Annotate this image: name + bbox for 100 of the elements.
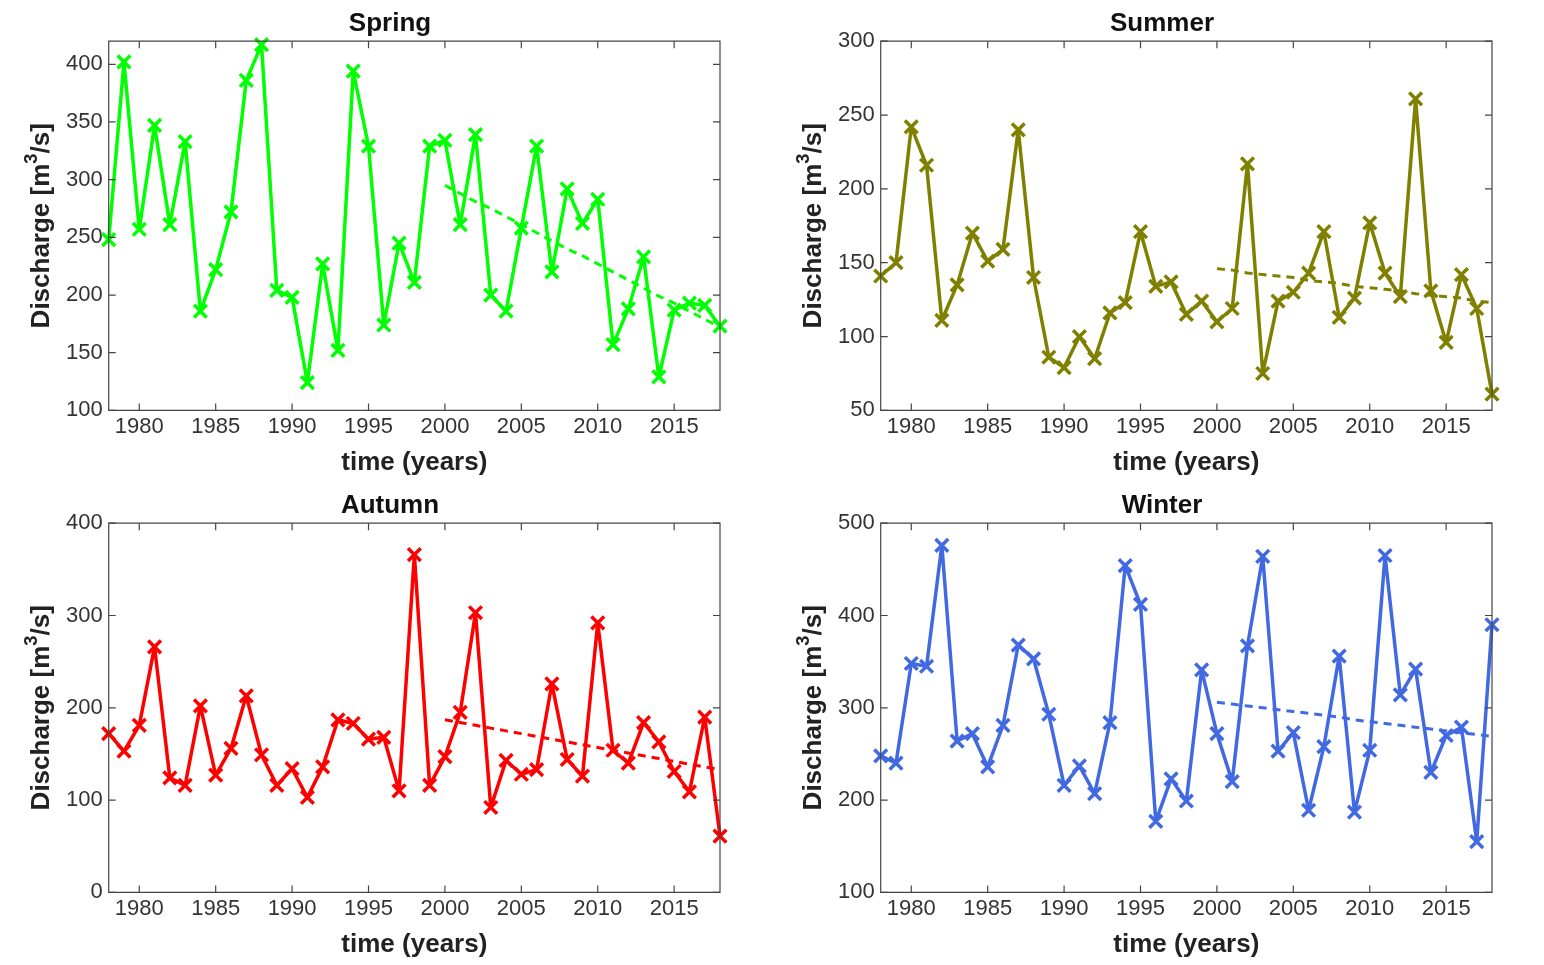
point	[268, 777, 285, 794]
point	[299, 374, 316, 391]
point	[482, 286, 499, 304]
y-tick-label: 350	[65, 108, 103, 134]
point	[436, 748, 454, 765]
point	[1392, 686, 1409, 703]
x-tick-label: 1990	[1039, 412, 1089, 438]
point	[1040, 706, 1057, 723]
point	[1239, 155, 1256, 172]
x-tick-label: 2000	[1192, 412, 1242, 438]
point	[635, 714, 652, 731]
y-tick-label: 300	[837, 27, 875, 53]
x-tick-label: 2005	[496, 894, 546, 920]
point	[964, 225, 981, 242]
point	[375, 729, 392, 746]
x-tick-label: 1980	[114, 412, 164, 438]
point	[390, 234, 408, 252]
point	[1300, 264, 1317, 282]
point	[1025, 269, 1042, 286]
point	[161, 769, 178, 787]
x-tick-label: 1995	[1116, 412, 1165, 438]
x-tick-label: 1980	[114, 894, 164, 920]
point	[1208, 313, 1226, 330]
point	[1101, 304, 1119, 322]
point	[360, 731, 377, 748]
point	[452, 704, 469, 721]
point	[1407, 90, 1424, 107]
point	[268, 282, 285, 299]
point	[375, 316, 392, 334]
x-tick-label: 1985	[191, 412, 241, 438]
y-axis-title: Discharge [m3/s]	[20, 123, 56, 329]
point	[650, 368, 667, 386]
y-tick-label: 300	[837, 693, 875, 719]
x-tick-label: 1995	[344, 894, 393, 920]
y-tick-label: 300	[65, 165, 103, 191]
y-tick-label: 100	[65, 786, 103, 812]
x-tick-label: 1985	[963, 894, 1013, 920]
x-tick-label: 2005	[1268, 894, 1318, 920]
point	[1178, 306, 1195, 323]
point	[177, 777, 194, 794]
point	[1376, 547, 1394, 564]
point	[482, 799, 499, 816]
point	[1468, 833, 1485, 850]
point	[452, 216, 469, 233]
point	[1361, 742, 1378, 759]
point	[711, 827, 729, 845]
point	[115, 53, 133, 71]
point	[528, 761, 545, 778]
point	[100, 231, 117, 248]
point	[1147, 278, 1164, 295]
point	[497, 303, 515, 320]
point	[1224, 300, 1241, 317]
x-tick-label: 1995	[1116, 894, 1165, 920]
point	[1315, 738, 1333, 755]
point	[1331, 309, 1348, 326]
point	[1162, 770, 1180, 787]
point	[192, 303, 209, 320]
point	[933, 312, 950, 329]
point	[1025, 650, 1042, 667]
point	[559, 180, 576, 197]
point	[604, 742, 622, 759]
point	[711, 318, 729, 335]
point	[436, 132, 454, 149]
point	[238, 72, 255, 89]
point	[1071, 757, 1088, 775]
point	[1468, 300, 1485, 317]
point	[497, 752, 515, 769]
y-tick-label: 150	[65, 338, 103, 364]
point	[1285, 724, 1302, 741]
point	[131, 717, 148, 734]
y-axis-title: Discharge [m3/s]	[792, 605, 828, 811]
x-tick-label: 2000	[420, 894, 470, 920]
point	[1361, 214, 1378, 231]
point	[207, 261, 224, 278]
point	[994, 241, 1012, 258]
point	[192, 697, 209, 715]
point	[933, 537, 950, 554]
point	[329, 342, 347, 359]
point	[207, 767, 224, 784]
chart-title: Spring	[348, 6, 432, 37]
point	[1407, 660, 1424, 678]
point	[345, 715, 362, 732]
y-tick-label: 200	[837, 786, 875, 812]
x-tick-label: 2015	[1421, 412, 1471, 438]
x-tick-label: 1980	[886, 412, 936, 438]
x-axis-title: time (years)	[1113, 445, 1260, 476]
point	[887, 755, 905, 772]
y-tick-label: 100	[65, 396, 103, 422]
point	[1483, 616, 1501, 633]
point	[949, 276, 966, 293]
point	[528, 138, 545, 155]
y-tick-label: 300	[65, 601, 103, 627]
point	[1422, 282, 1439, 299]
point	[238, 687, 255, 704]
point	[222, 740, 240, 757]
point	[1315, 223, 1333, 240]
point	[421, 138, 438, 155]
y-tick-label: 400	[65, 509, 103, 535]
point	[1117, 557, 1134, 574]
point	[406, 546, 423, 563]
